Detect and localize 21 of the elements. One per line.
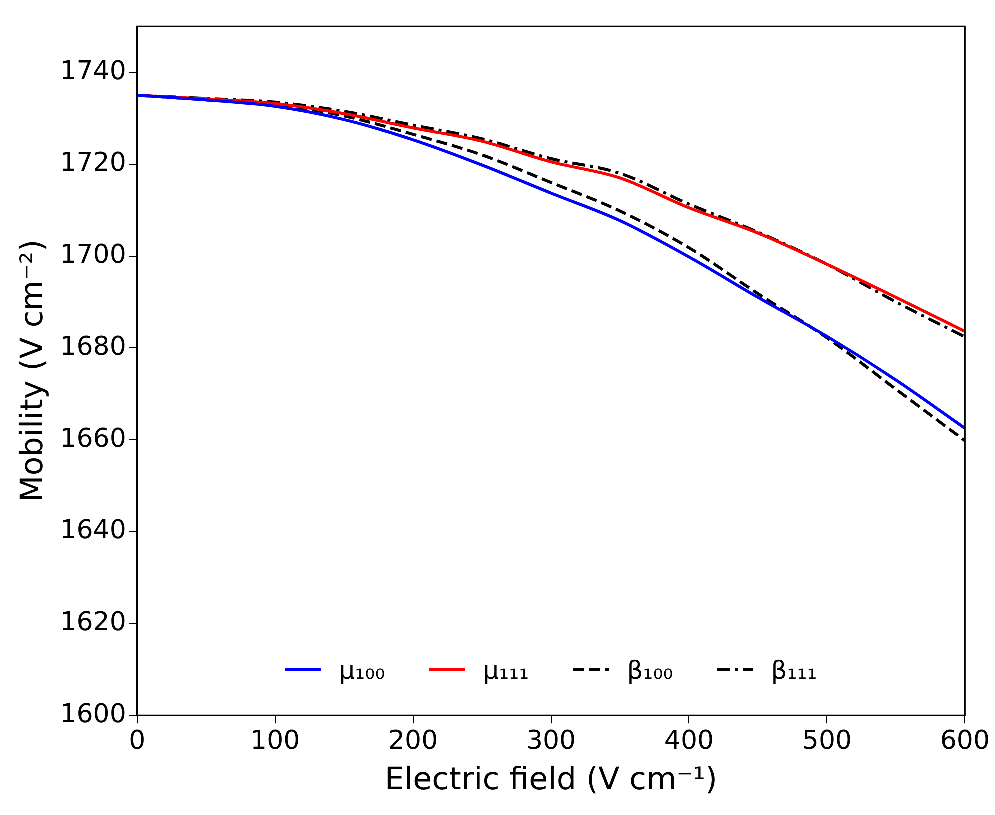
x-tick-label: 500 [802,726,852,756]
y-tick-label: 1600 [60,699,126,730]
x-tick-label: 400 [664,726,714,756]
x-tick-label: 200 [388,726,438,756]
x-tick-label: 600 [940,726,990,756]
y-tick-label: 1660 [60,424,126,454]
y-tick-label: 1680 [60,332,126,362]
y-tick-label: 1700 [60,240,126,270]
x-axis-title: Electric field (V cm⁻¹) [384,761,718,798]
y-tick-label: 1720 [60,148,126,178]
legend-label: β₁₁₁ [771,656,818,685]
y-tick-label: 1620 [60,607,126,638]
legend-label: μ₁₀₀ [339,656,386,685]
x-tick-label: 0 [129,726,146,756]
y-axis-title: Mobility (V cm⁻²) [14,240,51,503]
x-tick-label: 100 [250,726,300,756]
x-tick-label: 300 [526,726,576,756]
legend-label: μ₁₁₁ [483,656,530,685]
y-tick-label: 1740 [60,56,126,86]
y-tick-label: 1640 [60,516,126,546]
legend-label: β₁₀₀ [627,656,674,685]
